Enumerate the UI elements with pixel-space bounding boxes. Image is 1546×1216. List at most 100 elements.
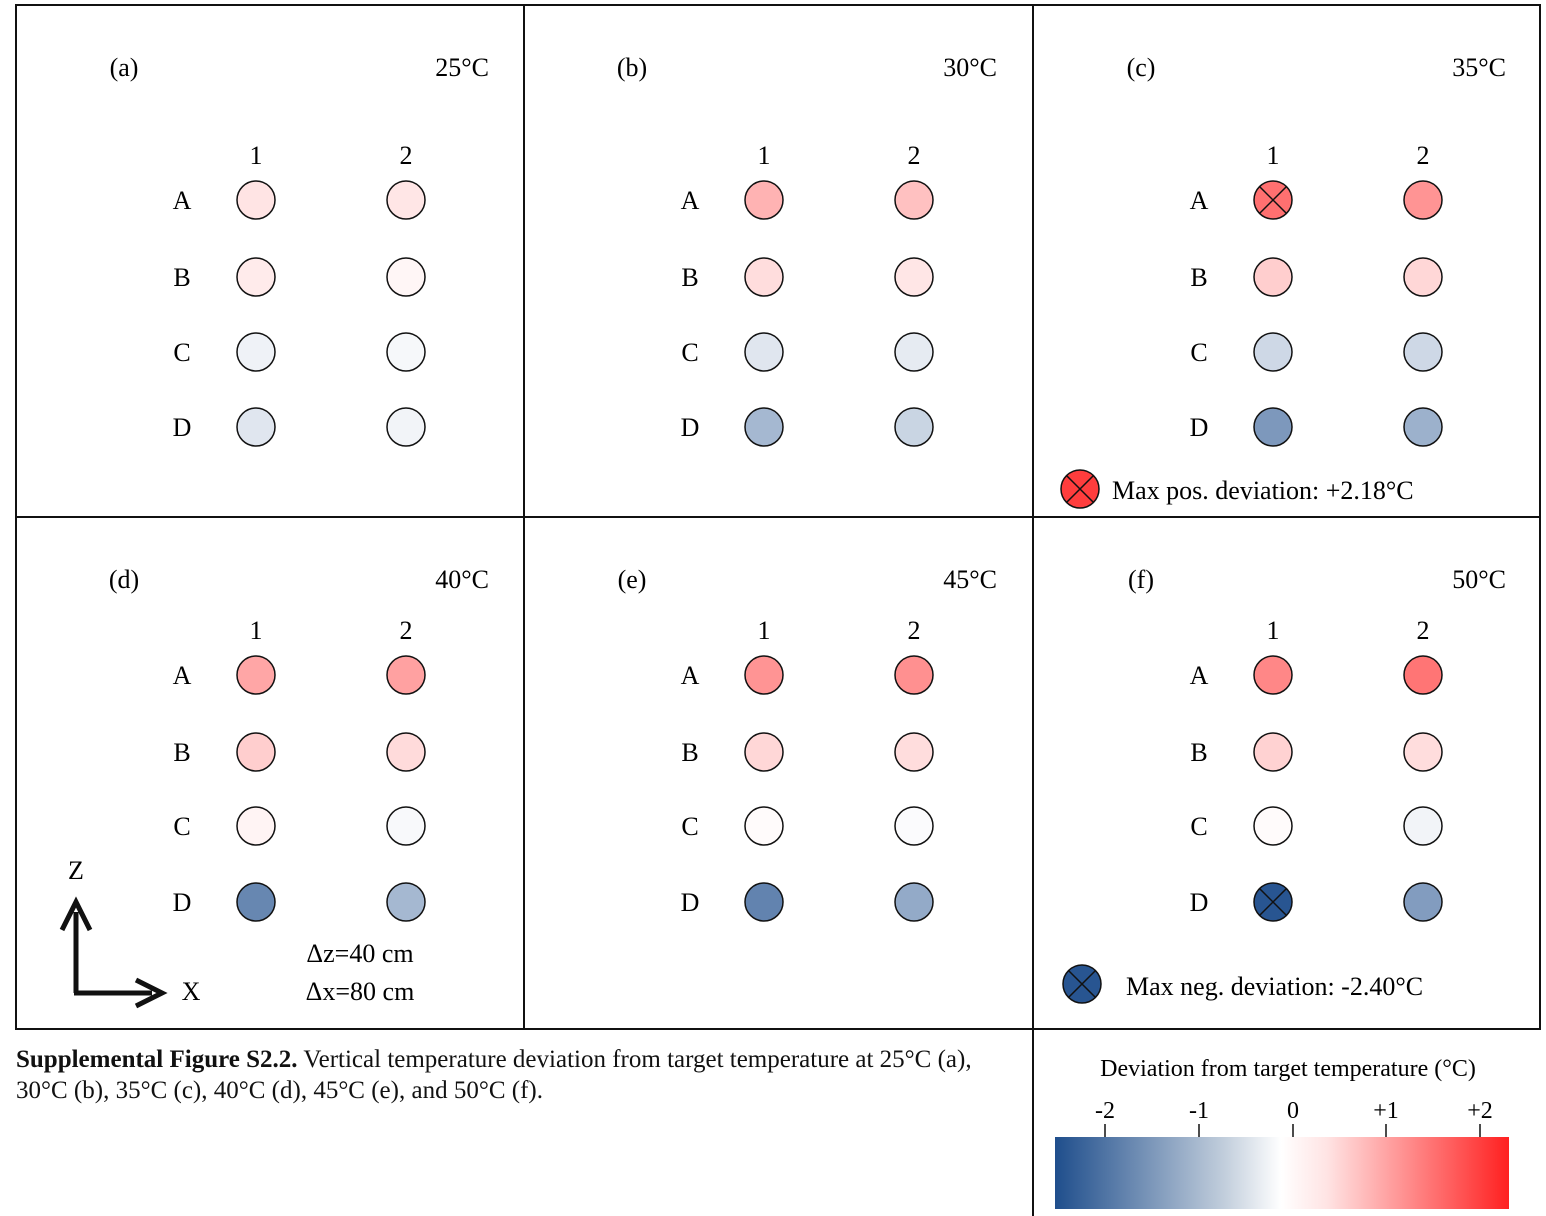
sensor-C2 bbox=[894, 332, 934, 372]
colorbar-tick-label: +2 bbox=[1467, 1098, 1493, 1124]
column-label: 1 bbox=[758, 616, 771, 645]
dx-spacing: Δx=80 cm bbox=[306, 977, 415, 1006]
caption-text: Vertical temperature deviation from targ… bbox=[16, 1046, 972, 1104]
row-label: D bbox=[681, 413, 700, 442]
sensor-D2 bbox=[1403, 882, 1443, 922]
row-label: B bbox=[681, 738, 698, 767]
sensor-C1 bbox=[1253, 806, 1293, 846]
sensor-B2 bbox=[1403, 732, 1443, 772]
panel-c: (c) 35°C 1 2 A B C D bbox=[1127, 53, 1506, 447]
row-label: A bbox=[173, 661, 192, 690]
max-positive-marker-cross bbox=[1259, 186, 1287, 214]
panel-a: (a) 25°C 1 2 A B C D bbox=[110, 53, 489, 447]
x-axis-label: X bbox=[182, 977, 201, 1006]
axes-indicator: Z X Δz=40 cm Δx=80 cm bbox=[59, 856, 415, 1009]
row-label: A bbox=[681, 661, 700, 690]
sensor-B1 bbox=[744, 732, 784, 772]
panel-label: (c) bbox=[1127, 53, 1156, 82]
sensor-A2 bbox=[1403, 655, 1443, 695]
sensor-D1 bbox=[744, 882, 784, 922]
colorbar-negative-half bbox=[1055, 1137, 1281, 1209]
row-label: C bbox=[173, 812, 190, 841]
z-axis-label: Z bbox=[68, 856, 84, 885]
sensor-C1 bbox=[236, 806, 276, 846]
x-axis-arrow bbox=[74, 977, 168, 1009]
sensor-A1 bbox=[1253, 655, 1293, 695]
sensor-B2 bbox=[386, 257, 426, 297]
dz-spacing: Δz=40 cm bbox=[306, 939, 413, 968]
sensor-B1 bbox=[1253, 732, 1293, 772]
sensor-B1 bbox=[236, 732, 276, 772]
row-label: B bbox=[173, 738, 190, 767]
panel-d: (d) 40°C 1 2 A B C D bbox=[109, 565, 489, 922]
sensor-B2 bbox=[894, 257, 934, 297]
row-label: B bbox=[173, 263, 190, 292]
sensor-A2 bbox=[894, 180, 934, 220]
row-label: C bbox=[681, 812, 698, 841]
panel-target-temperature: 40°C bbox=[435, 565, 489, 594]
column-label: 2 bbox=[1417, 616, 1430, 645]
sensor-D1 bbox=[1253, 407, 1293, 447]
sensor-C2 bbox=[894, 806, 934, 846]
sensor-D2 bbox=[1403, 407, 1443, 447]
z-axis-arrow bbox=[59, 896, 93, 993]
panel-target-temperature: 25°C bbox=[435, 53, 489, 82]
sensor-C2 bbox=[1403, 332, 1443, 372]
sensor-C1 bbox=[1253, 332, 1293, 372]
sensor-A2 bbox=[386, 655, 426, 695]
colorbar-positive-half bbox=[1281, 1137, 1509, 1209]
sensor-B2 bbox=[386, 732, 426, 772]
caption-title: Supplemental Figure S2.2. bbox=[16, 1046, 298, 1073]
sensor-C1 bbox=[236, 332, 276, 372]
sensor-B2 bbox=[894, 732, 934, 772]
sensor-B1 bbox=[744, 257, 784, 297]
panel-f: (f) 50°C 1 2 A B C D bbox=[1128, 565, 1506, 922]
figure-caption: Supplemental Figure S2.2. Vertical tempe… bbox=[16, 1044, 1021, 1106]
row-label: D bbox=[1190, 413, 1209, 442]
column-label: 2 bbox=[908, 616, 921, 645]
sensor-B1 bbox=[1253, 257, 1293, 297]
row-label: C bbox=[173, 338, 190, 367]
sensor-A2 bbox=[1403, 180, 1443, 220]
sensor-D1 bbox=[236, 882, 276, 922]
sensor-B1 bbox=[236, 257, 276, 297]
panel-e: (e) 45°C 1 2 A B C D bbox=[618, 565, 997, 922]
panel-label: (d) bbox=[109, 565, 139, 594]
sensor-C2 bbox=[386, 332, 426, 372]
sensor-C2 bbox=[1403, 806, 1443, 846]
colorbar-tick-label: 0 bbox=[1287, 1098, 1299, 1124]
row-label: A bbox=[1190, 186, 1209, 215]
legend-marker-cross bbox=[1066, 475, 1094, 503]
panel-target-temperature: 50°C bbox=[1452, 565, 1506, 594]
column-label: 1 bbox=[758, 141, 771, 170]
row-label: B bbox=[1190, 263, 1207, 292]
sensor-C1 bbox=[744, 806, 784, 846]
sensor-D2 bbox=[894, 882, 934, 922]
sensor-A1 bbox=[236, 180, 276, 220]
colorbar-tick-label: -2 bbox=[1095, 1098, 1115, 1124]
column-label: 1 bbox=[250, 141, 263, 170]
column-label: 2 bbox=[400, 616, 413, 645]
sensor-D1 bbox=[236, 407, 276, 447]
panel-target-temperature: 35°C bbox=[1452, 53, 1506, 82]
max-deviation-note: Max neg. deviation: -2.40°C bbox=[1126, 972, 1423, 1001]
sensor-A1 bbox=[744, 180, 784, 220]
sensor-A2 bbox=[386, 180, 426, 220]
sensor-A1 bbox=[236, 655, 276, 695]
panel-target-temperature: 30°C bbox=[943, 53, 997, 82]
panel-label: (b) bbox=[617, 53, 647, 82]
sensor-D1 bbox=[744, 407, 784, 447]
row-label: A bbox=[1190, 661, 1209, 690]
sensor-A2 bbox=[894, 655, 934, 695]
column-label: 2 bbox=[400, 141, 413, 170]
row-label: C bbox=[1190, 338, 1207, 367]
sensor-B2 bbox=[1403, 257, 1443, 297]
colorbar: Deviation from target temperature (°C) -… bbox=[1055, 1056, 1509, 1209]
panel-target-temperature: 45°C bbox=[943, 565, 997, 594]
panel-label: (a) bbox=[110, 53, 139, 82]
sensor-D2 bbox=[386, 882, 426, 922]
max-negative-legend: Max neg. deviation: -2.40°C bbox=[1062, 964, 1423, 1004]
row-label: A bbox=[681, 186, 700, 215]
